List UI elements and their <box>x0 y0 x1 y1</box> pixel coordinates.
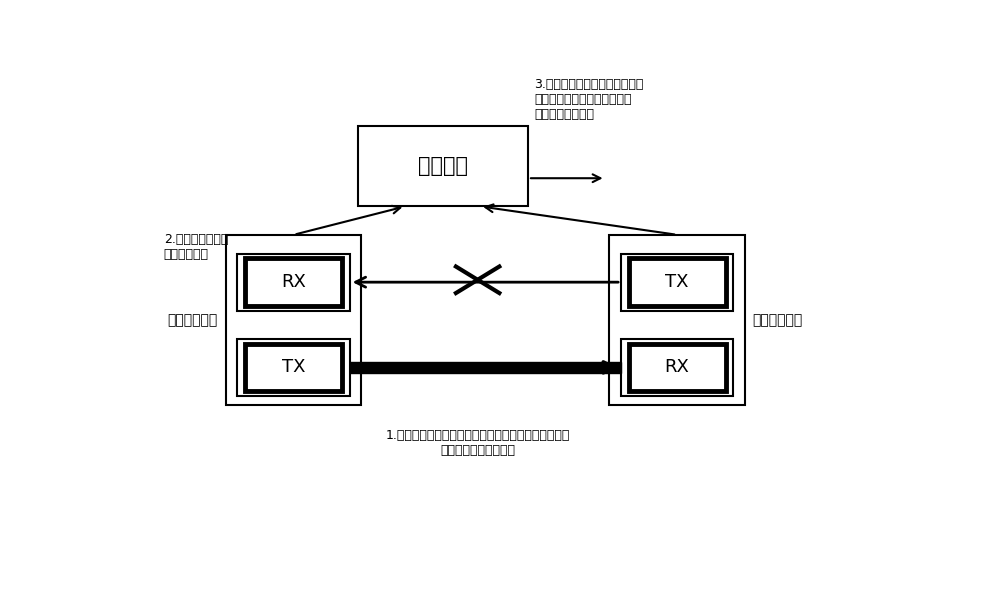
Bar <box>226 235 361 405</box>
Bar <box>245 258 342 306</box>
Bar <box>609 235 745 405</box>
Bar <box>629 344 726 391</box>
Bar <box>237 339 350 396</box>
Bar <box>237 254 350 311</box>
Bar <box>245 344 342 391</box>
Text: RX: RX <box>665 359 690 376</box>
Text: TX: TX <box>282 359 305 376</box>
Bar <box>358 126 528 207</box>
Text: 第一通信节点: 第一通信节点 <box>168 313 218 327</box>
Text: 第二通信节点: 第二通信节点 <box>753 313 803 327</box>
Bar <box>629 258 726 306</box>
Bar <box>621 339 733 396</box>
Text: 1.发送普通事件通告，以通知第二通信节点第一通信节
点的接收链路质量故障: 1.发送普通事件通告，以通知第二通信节点第一通信节 点的接收链路质量故障 <box>385 429 570 457</box>
Text: RX: RX <box>281 273 306 291</box>
Bar <box>350 362 621 373</box>
Text: 2.通知本节点接收
链路质量故障: 2.通知本节点接收 链路质量故障 <box>164 232 228 261</box>
Bar <box>621 254 733 311</box>
Text: 3.节点心跳正常，通知用户第二
通信节点到第一通信节点之间
单向链路质量故障: 3.节点心跳正常，通知用户第二 通信节点到第一通信节点之间 单向链路质量故障 <box>534 78 644 121</box>
Text: 管理节点: 管理节点 <box>418 156 468 176</box>
Text: TX: TX <box>665 273 689 291</box>
